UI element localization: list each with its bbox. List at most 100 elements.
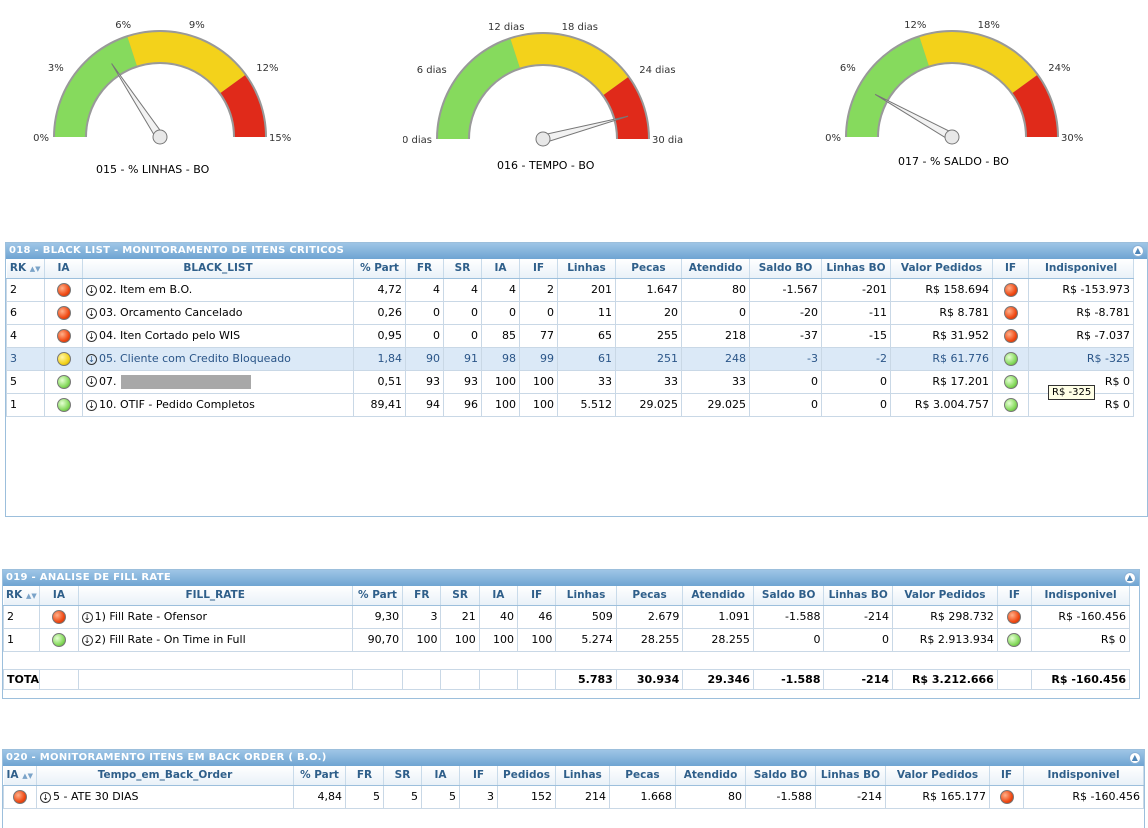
fr-cell: 0 <box>405 323 444 348</box>
drilldown-icon[interactable]: ↓ <box>86 376 97 387</box>
column-header[interactable]: Linhas BO <box>821 259 891 279</box>
column-header[interactable]: FR <box>402 586 442 606</box>
collapse-icon[interactable]: ▲ <box>1129 752 1141 764</box>
table-row[interactable]: 6 ↓ 03. Orcamento Cancelado 0,26 0 0 0 0 11 20 0 -2… <box>6 300 1134 325</box>
column-header[interactable]: IF <box>997 586 1033 606</box>
column-header[interactable]: Saldo BO <box>749 259 822 279</box>
rank-cell: 4 <box>6 323 45 348</box>
column-header[interactable]: IA <box>44 259 83 279</box>
ia-cell: 0 <box>481 300 520 325</box>
table-row[interactable]: 3 ↓ 05. Cliente com Credito Bloqueado 1,84 9… <box>6 346 1134 371</box>
column-header[interactable]: FILL_RATE <box>78 586 353 606</box>
column-header[interactable]: Saldo BO <box>753 586 825 606</box>
column-header[interactable]: RK ▲▼ <box>3 586 41 606</box>
drilldown-icon[interactable]: ↓ <box>81 634 93 646</box>
column-header[interactable]: IF <box>989 766 1024 786</box>
column-header[interactable]: IA <box>479 586 519 606</box>
table-row[interactable]: 1 ↓ 2) Fill Rate - On Time in Full 90,70 100… <box>2 627 1130 652</box>
drilldown-icon[interactable]: ↓ <box>86 353 97 365</box>
column-header[interactable]: Indisponivel <box>1031 586 1130 606</box>
item-name-cell[interactable]: ↓ 03. Orcamento Cancelado <box>82 300 354 325</box>
column-header[interactable]: IF <box>992 259 1029 279</box>
sort-icon[interactable]: ▲▼ <box>29 265 41 274</box>
item-name: 10. OTIF - Pedido Completos <box>99 398 255 411</box>
column-header[interactable]: SR <box>443 259 482 279</box>
column-header[interactable]: Valor Pedidos <box>885 766 990 786</box>
column-header[interactable]: Atendido <box>681 259 750 279</box>
item-name-cell[interactable]: ↓ 5 - ATE 30 DIAS <box>36 784 294 809</box>
column-header[interactable]: Pecas <box>615 259 682 279</box>
column-header[interactable]: Linhas <box>555 766 610 786</box>
column-header[interactable]: SR <box>383 766 422 786</box>
table-row[interactable]: 5 ↓ 07. 0,51 93 93 100 100 33 33 33 0 0 R$ 17.201 R$ 0 <box>6 369 1134 394</box>
table-row[interactable]: ↓ 5 - ATE 30 DIAS 4,84 5 5 5 3 152 214 1.668 80 -1.… <box>3 784 1144 809</box>
column-header[interactable]: Indisponivel <box>1023 766 1144 786</box>
drilldown-icon[interactable]: ↓ <box>40 791 51 803</box>
drilldown-icon[interactable]: ↓ <box>86 307 97 319</box>
linhas-bo-cell: 0 <box>821 369 891 394</box>
gauge-tick-label: 6% <box>840 63 856 74</box>
column-header[interactable]: SR <box>440 586 480 606</box>
item-name-cell[interactable]: ↓ 04. Iten Cortado pelo WIS <box>82 323 354 348</box>
part-cell: 9,30 <box>351 604 404 629</box>
column-header[interactable]: Valor Pedidos <box>890 259 993 279</box>
pecas-cell: 20 <box>615 300 682 325</box>
sr-cell: 91 <box>443 346 482 371</box>
column-header[interactable]: Indisponivel <box>1028 259 1134 279</box>
item-name-cell[interactable]: ↓ 07. <box>82 369 354 394</box>
column-header[interactable]: IF <box>459 766 498 786</box>
item-name-cell[interactable]: ↓ 1) Fill Rate - Ofensor <box>77 604 353 629</box>
column-header[interactable]: IF <box>519 259 558 279</box>
table-row[interactable]: 2 ↓ 1) Fill Rate - Ofensor 9,30 3 21 40 46 509 2.… <box>2 604 1130 629</box>
gauge-tick-label: 9% <box>189 20 205 31</box>
item-name: 05. Cliente com Credito Bloqueado <box>99 352 291 365</box>
column-header[interactable]: % Part <box>352 586 404 606</box>
column-header[interactable]: Valor Pedidos <box>892 586 998 606</box>
column-header[interactable]: Linhas BO <box>815 766 886 786</box>
collapse-icon[interactable]: ▲ <box>1132 245 1144 257</box>
item-name-cell[interactable]: ↓ 05. Cliente com Credito Bloqueado <box>82 346 354 371</box>
column-header[interactable]: FR <box>405 259 444 279</box>
column-header[interactable]: % Part <box>293 766 346 786</box>
collapse-icon[interactable]: ▲ <box>1124 572 1136 584</box>
item-name-cell[interactable]: ↓ 02. Item em B.O. <box>82 277 354 302</box>
drilldown-icon[interactable]: ↓ <box>86 399 97 411</box>
indisponivel-cell: R$ -7.037 <box>1028 323 1134 348</box>
atendido-cell: 0 <box>681 300 750 325</box>
column-header[interactable]: Saldo BO <box>745 766 816 786</box>
drilldown-icon[interactable]: ↓ <box>81 611 93 623</box>
drilldown-icon[interactable]: ↓ <box>86 330 97 342</box>
yellow-band <box>919 31 1037 93</box>
column-header[interactable]: Linhas <box>557 259 616 279</box>
column-header[interactable]: Tempo_em_Back_Order <box>36 766 294 786</box>
column-header[interactable]: RK ▲▼ <box>6 259 45 279</box>
column-header[interactable]: Atendido <box>675 766 746 786</box>
green-band <box>847 37 929 137</box>
table-row[interactable]: 4 ↓ 04. Iten Cortado pelo WIS 0,95 0 0 85 77 65 2… <box>6 323 1134 348</box>
ia-cell: 85 <box>481 323 520 348</box>
drilldown-icon[interactable]: ↓ <box>86 284 97 296</box>
column-header[interactable]: Pecas <box>609 766 676 786</box>
column-header[interactable]: IA ▲▼ <box>3 766 37 786</box>
gauge-tick-label: 18 dias <box>562 22 598 33</box>
column-header[interactable]: Pedidos <box>497 766 556 786</box>
column-header[interactable]: FR <box>345 766 384 786</box>
linhas-bo-cell: -214 <box>823 604 894 629</box>
item-name-cell[interactable]: ↓ 10. OTIF - Pedido Completos <box>82 392 354 417</box>
column-header[interactable]: BLACK_LIST <box>82 259 354 279</box>
column-header[interactable]: Linhas <box>555 586 617 606</box>
item-name-cell[interactable]: ↓ 2) Fill Rate - On Time in Full <box>77 627 353 652</box>
table-row[interactable]: 1 ↓ 10. OTIF - Pedido Completos 89,41 94 96 10… <box>6 392 1134 417</box>
column-header[interactable]: % Part <box>353 259 406 279</box>
column-header[interactable]: IA <box>39 586 79 606</box>
column-header[interactable]: IA <box>481 259 520 279</box>
table-row[interactable]: 2 ↓ 02. Item em B.O. 4,72 4 4 4 2 201 1.647 80 -1.5… <box>6 277 1134 302</box>
column-header[interactable]: IA <box>421 766 460 786</box>
sort-icon[interactable]: ▲▼ <box>25 592 37 601</box>
column-header[interactable]: Linhas BO <box>823 586 894 606</box>
sort-icon[interactable]: ▲▼ <box>22 772 33 781</box>
column-header[interactable]: IF <box>517 586 557 606</box>
column-header[interactable]: Atendido <box>682 586 754 606</box>
column-header[interactable]: Pecas <box>616 586 684 606</box>
